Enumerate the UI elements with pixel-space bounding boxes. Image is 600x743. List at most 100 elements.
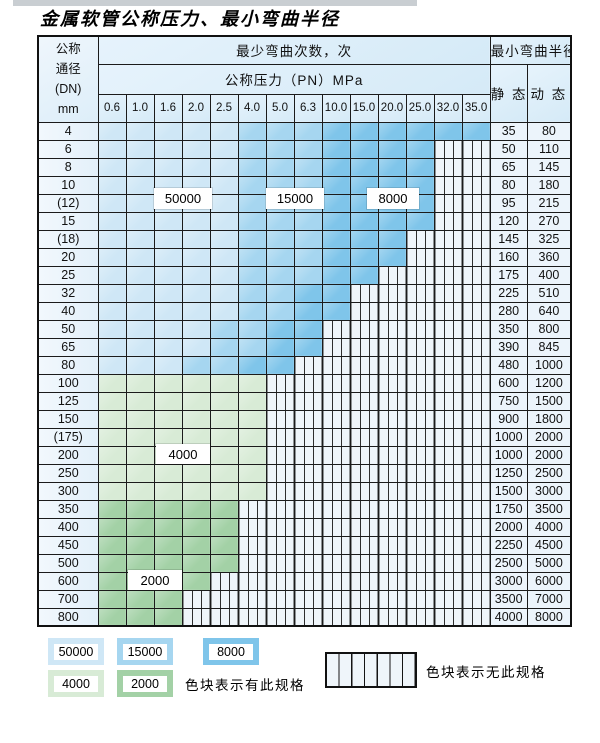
static-radius-value: 1000 (489, 427, 528, 447)
spec-cell-50000 (97, 229, 127, 249)
spec-cell-2000 (125, 535, 155, 555)
spec-cell-2000 (209, 499, 239, 519)
dn-cell: 150 (37, 409, 99, 429)
no-spec-cell (209, 589, 239, 609)
no-spec-cell (433, 247, 463, 267)
table-row: 50 350 800 (37, 319, 572, 339)
static-radius-value: 350 (489, 319, 528, 339)
static-radius-value: 2000 (489, 517, 528, 537)
no-spec-cell (405, 409, 435, 429)
spec-cell-50000 (97, 319, 127, 339)
zone-value-label-4000: 4000 (156, 444, 210, 464)
pressure-col-header: 32.0 (433, 93, 463, 123)
static-radius-value: 2250 (489, 535, 528, 555)
dn-cell: 65 (37, 337, 99, 357)
spec-cell-50000 (181, 247, 211, 267)
spec-cell-2000 (97, 535, 127, 555)
min-bend-radius-header: 最小弯曲半径 (489, 35, 572, 65)
legend-swatch-8000: 8000 (203, 638, 259, 665)
no-spec-cell (461, 229, 491, 249)
legend-swatch-15000: 15000 (117, 638, 173, 665)
table-row: 80 480 1000 (37, 355, 572, 375)
no-spec-cell (405, 301, 435, 321)
dn-cell: 250 (37, 463, 99, 483)
spec-cell-50000 (125, 157, 155, 177)
no-spec-cell (377, 499, 407, 519)
spec-cell-50000 (153, 319, 183, 339)
spec-cell-50000 (97, 355, 127, 375)
spec-cell-50000 (153, 337, 183, 357)
pressure-col-header: 2.0 (181, 93, 211, 123)
spec-cell-4000 (209, 409, 239, 429)
no-spec-cell (349, 373, 379, 393)
spec-cell-50000 (97, 265, 127, 285)
no-spec-cell (377, 301, 407, 321)
dynamic-radius-value: 510 (526, 283, 572, 303)
no-spec-cell (321, 517, 351, 537)
table-row: 20 160 360 (37, 247, 572, 267)
no-spec-cell (293, 355, 323, 375)
spec-cell-50000 (181, 319, 211, 339)
no-spec-cell (405, 553, 435, 573)
no-spec-cell (461, 247, 491, 267)
legend-swatch-value: 2000 (123, 675, 167, 692)
spec-cell-50000 (125, 139, 155, 159)
spec-cell-50000 (125, 121, 155, 141)
no-spec-cell (293, 535, 323, 555)
spec-cell-4000 (153, 481, 183, 501)
no-spec-cell (433, 193, 463, 213)
spec-cell-8000 (321, 301, 351, 321)
spec-cell-4000 (125, 373, 155, 393)
no-spec-cell (377, 607, 407, 627)
spec-cell-4000 (125, 445, 155, 465)
spec-cell-50000 (181, 157, 211, 177)
spec-cell-4000 (237, 445, 267, 465)
no-spec-cell (265, 535, 295, 555)
no-spec-cell (405, 391, 435, 411)
spec-cell-8000 (265, 319, 295, 339)
spec-cell-2000 (209, 553, 239, 573)
spec-cell-50000 (209, 175, 239, 195)
pressure-col-header: 25.0 (405, 93, 435, 123)
spec-cell-50000 (181, 229, 211, 249)
no-spec-cell (405, 229, 435, 249)
spec-cell-4000 (181, 373, 211, 393)
spec-cell-50000 (97, 157, 127, 177)
no-spec-cell (377, 373, 407, 393)
no-spec-cell (237, 499, 267, 519)
static-radius-value: 2500 (489, 553, 528, 573)
static-radius-value: 175 (489, 265, 528, 285)
dn-cell: 800 (37, 607, 99, 627)
spec-cell-2000 (181, 517, 211, 537)
pressure-col-header: 2.5 (209, 93, 239, 123)
spec-cell-50000 (153, 301, 183, 321)
no-spec-cell (461, 193, 491, 213)
dynamic-radius-value: 1200 (526, 373, 572, 393)
spec-cell-4000 (153, 391, 183, 411)
spec-cell-15000 (181, 355, 211, 375)
no-spec-cell (433, 391, 463, 411)
no-spec-cell (321, 427, 351, 447)
spec-cell-15000 (265, 121, 295, 141)
spec-cell-4000 (209, 445, 239, 465)
no-spec-cell (349, 499, 379, 519)
table-row: 600 3000 6000 (37, 571, 572, 591)
spec-cell-8000 (321, 139, 351, 159)
spec-cell-50000 (209, 247, 239, 267)
spec-cell-2000 (209, 517, 239, 537)
spec-cell-50000 (153, 211, 183, 231)
spec-cell-15000 (265, 139, 295, 159)
no-spec-cell (349, 301, 379, 321)
dynamic-radius-value: 1800 (526, 409, 572, 429)
dn-cell: 400 (37, 517, 99, 537)
table-row: 350 1750 3500 (37, 499, 572, 519)
spec-cell-15000 (293, 139, 323, 159)
no-spec-cell (349, 337, 379, 357)
spec-cell-15000 (209, 319, 239, 339)
spec-cell-4000 (237, 481, 267, 501)
spec-cell-15000 (293, 157, 323, 177)
no-spec-cell (265, 427, 295, 447)
table-row: 200 1000 2000 (37, 445, 572, 465)
static-radius-value: 50 (489, 139, 528, 159)
